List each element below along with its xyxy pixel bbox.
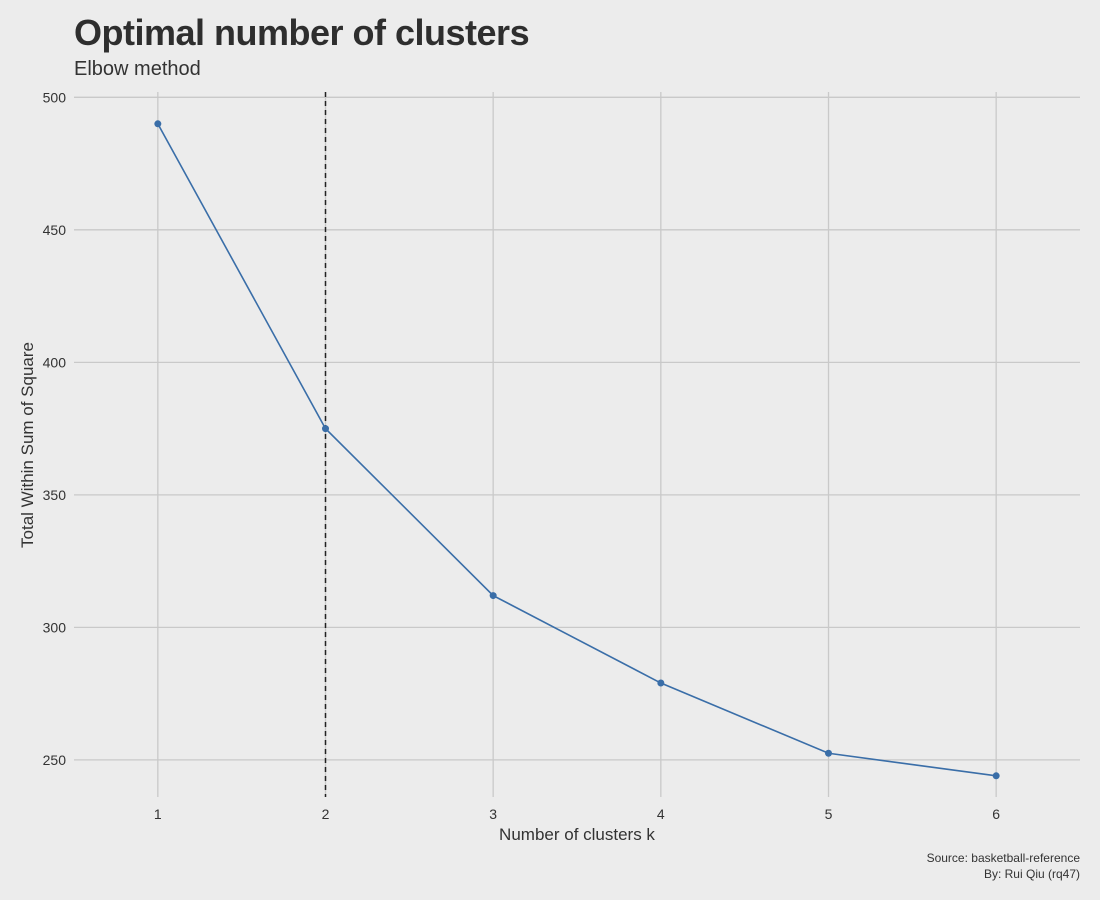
x-tick-label: 3 (489, 806, 497, 822)
y-tick-label: 300 (43, 619, 67, 635)
x-axis-ticks: 1 2 3 4 5 6 (154, 806, 1000, 822)
x-tick-label: 6 (992, 806, 1000, 822)
source-note: Source: basketball-reference (926, 851, 1080, 865)
data-point (489, 592, 497, 600)
x-tick-label: 1 (154, 806, 162, 822)
chart-subtitle: Elbow method (74, 58, 201, 80)
x-tick-label: 4 (657, 806, 665, 822)
grid-lines (74, 92, 1080, 797)
y-axis-ticks: 250 300 350 400 450 500 (43, 89, 67, 768)
chart-title: Optimal number of clusters (74, 12, 530, 53)
data-point (322, 425, 329, 433)
data-point (154, 120, 162, 128)
series-line (157, 123, 997, 777)
y-tick-label: 450 (43, 222, 67, 238)
data-point (657, 679, 665, 687)
x-tick-label: 5 (825, 806, 833, 822)
x-axis-title: Number of clusters k (499, 825, 655, 844)
x-tick-label: 2 (322, 806, 330, 822)
chart-caption: Source: basketball-reference By: Rui Qiu… (927, 850, 1080, 882)
series-layer (154, 120, 1000, 780)
y-axis-title: Total Within Sum of Square (18, 342, 37, 548)
y-tick-label: 400 (43, 354, 67, 370)
author-note: By: Rui Qiu (rq47) (983, 867, 1080, 881)
data-point (825, 749, 832, 757)
y-tick-label: 350 (43, 487, 67, 503)
y-tick-label: 500 (43, 89, 67, 105)
data-point (992, 772, 1000, 780)
y-tick-label: 250 (43, 752, 67, 768)
